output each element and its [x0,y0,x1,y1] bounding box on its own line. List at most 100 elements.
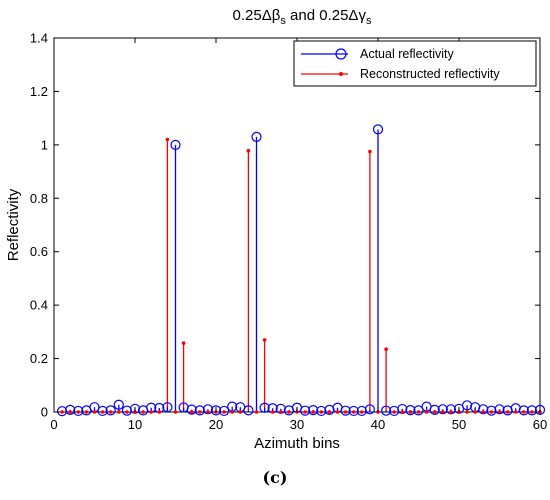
y-tick-label: 0 [41,405,48,420]
reconstructed-point [327,410,332,414]
reconstructed-point [408,410,413,414]
plot-area [53,37,541,413]
reconstructed-point [141,410,145,414]
actual-point [259,402,270,413]
y-tick-label: 1.2 [30,84,48,99]
reconstructed-point [465,410,469,414]
actual-point [316,405,327,417]
reconstructed-point [497,410,502,414]
reconstructed-point [222,410,226,414]
reconstructed-point [522,410,526,414]
reconstructed-point [108,410,113,414]
reconstructed-point [230,410,234,414]
actual-point [340,405,351,416]
reconstructed-point [165,137,170,142]
actual-point [243,405,254,416]
actual-point [219,405,230,417]
legend-actual-label: Actual reflectivity [360,47,455,61]
x-tick-label: 20 [209,417,223,432]
y-tick-label: 0.6 [30,244,48,259]
reconstructed-point [84,410,89,414]
reconstructed-point [368,149,372,154]
reconstructed-point [441,410,445,414]
reconstructed-point [206,410,210,414]
actual-point [202,404,213,415]
actual-point [194,405,205,416]
actual-point [308,405,319,416]
reconstructed-point [530,410,534,414]
actual-point [73,405,84,417]
actual-point [105,405,116,416]
reconstructed-point [432,410,437,414]
legend: Actual reflectivity Reconstructed reflec… [293,40,537,87]
legend-box [293,40,537,87]
reconstructed-point [351,410,356,414]
y-tick-label: 1.4 [30,31,48,46]
reconstructed-point [311,410,316,414]
reconstructed-point [279,410,283,414]
reconstructed-point [505,410,510,414]
actual-point [170,139,181,150]
reconstructed-point [303,410,307,414]
reconstructed-point [181,341,186,345]
y-tick-label: 0.2 [30,351,48,366]
reconstructed-point [125,410,129,414]
actual-point [478,404,489,415]
x-tick-label: 40 [371,417,385,432]
reconstructed-point [238,410,243,414]
reconstructed-point [489,410,494,414]
x-tick-label: 30 [290,417,304,432]
x-tick-label: 10 [128,417,142,432]
reconstructed-point [384,347,388,352]
actual-point [445,404,456,415]
reconstructed-point [60,410,64,414]
actual-point [526,405,538,416]
actual-point [437,404,448,415]
y-tick-label: 1 [41,137,48,152]
actual-point [486,405,497,416]
actual-point [518,405,529,416]
actual-point [381,405,392,416]
reconstructed-point [76,410,81,414]
actual-point [210,405,222,416]
reconstructed-point [400,410,405,414]
reconstructed-point [100,410,105,414]
reconstructed-point [481,410,486,414]
actual-point [97,405,108,417]
actual-point [300,405,311,416]
actual-point [405,405,416,416]
y-tick-label: 0.8 [30,191,48,206]
reconstructed-point [360,410,364,414]
reconstructed-point [189,410,194,414]
y-tick-label: 0.4 [30,298,48,313]
reconstructed-point [262,338,267,342]
legend-reconstructed-marker [339,72,343,76]
reconstructed-point [246,148,251,153]
reconstructed-point [343,410,348,414]
actual-point [372,124,384,135]
ticks-layer: 0 10 20 30 40 50 60 0 0.2 0.4 0.6 0.8 1 1.2 1.4 [30,31,547,433]
actual-point [162,402,173,413]
reconstructed-point [254,410,259,414]
reconstructed-point [319,410,324,414]
reconstructed-point [117,410,121,414]
stem-chart: 0.25Δβs and 0.25Δγs 0 10 20 30 40 50 60 0 0.2 0.4… [5,7,547,452]
actual-point [186,404,197,415]
reconstructed-point [416,410,421,414]
x-tick-label: 60 [533,417,547,432]
legend-reconstructed-label: Reconstructed reflectivity [360,67,500,81]
figure-caption: (c) [262,468,288,487]
reconstructed-point [149,410,153,414]
reconstructed-point [513,410,518,414]
reconstructed-point [198,410,202,414]
reconstructed-point [392,410,397,414]
x-tick-label: 50 [452,417,466,432]
reconstructed-point [473,410,478,414]
actual-point [348,405,359,417]
reconstructed-point [173,410,178,414]
actual-point [494,404,505,415]
actual-point [56,406,68,417]
reconstructed-point [449,410,453,414]
x-tick-label: 0 [50,417,57,432]
reconstructed-point [335,410,340,414]
